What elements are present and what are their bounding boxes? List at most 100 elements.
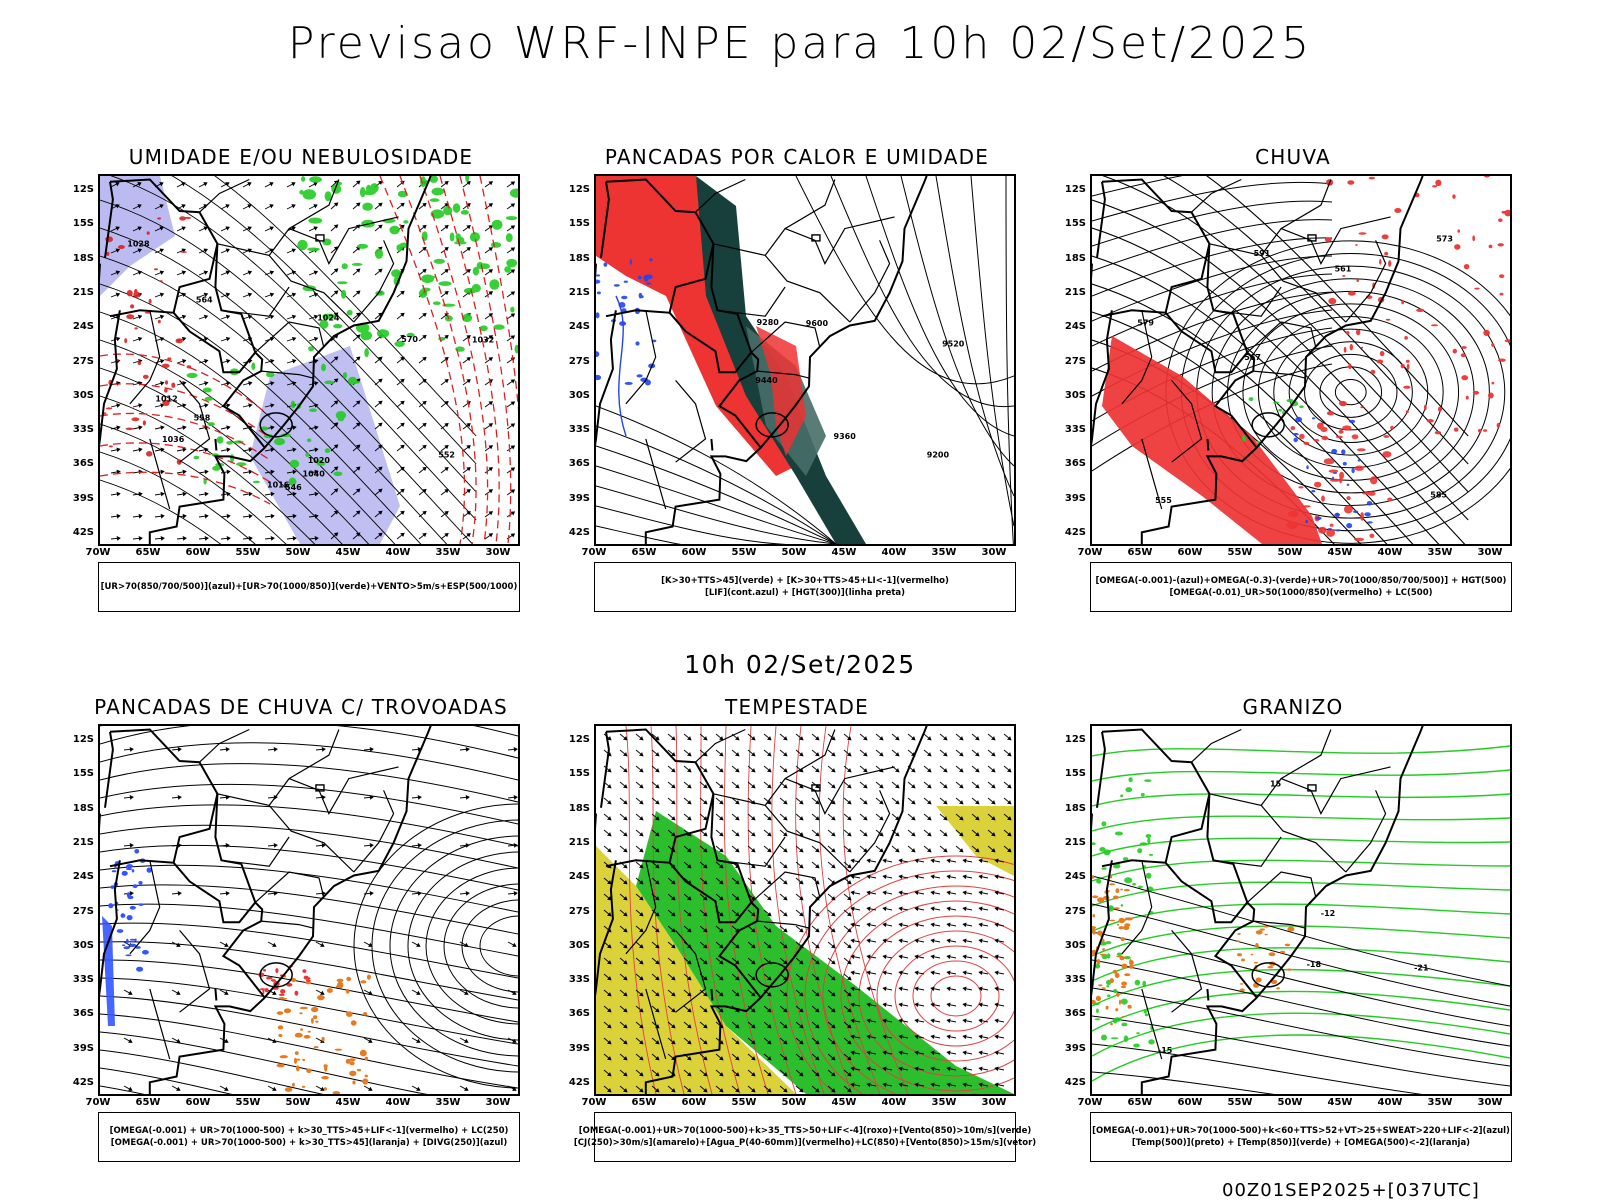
lat-tick-label: 12S bbox=[72, 734, 94, 745]
lon-tick-label: 35W bbox=[931, 1097, 957, 1108]
lat-tick-label: 33S bbox=[72, 974, 94, 986]
panel-title: CHUVA bbox=[1255, 145, 1331, 169]
lat-tick-label: 15S bbox=[568, 768, 590, 780]
lat-tick-label: 27S bbox=[72, 355, 94, 367]
lat-tick-label: 21S bbox=[1064, 286, 1086, 298]
lat-tick-label: 36S bbox=[568, 458, 590, 470]
lat-tick-label: 21S bbox=[568, 836, 590, 848]
lon-tick-label: 40W bbox=[881, 547, 907, 558]
lat-tick-label: 36S bbox=[72, 1008, 94, 1020]
lat-tick-label: 21S bbox=[72, 286, 94, 298]
lon-tick-label: 50W bbox=[285, 547, 311, 558]
lon-tick-label: 30W bbox=[981, 1097, 1007, 1108]
lat-tick-label: 42S bbox=[1064, 1077, 1086, 1088]
lat-tick-label: 24S bbox=[72, 871, 94, 883]
map-area: 9600 9520 9440 9360 9280 9200 bbox=[594, 174, 1016, 546]
svg-text:1012: 1012 bbox=[155, 394, 177, 403]
lon-tick-label: 35W bbox=[1427, 1097, 1453, 1108]
lat-tick-label: 15S bbox=[1064, 218, 1086, 230]
svg-text:9280: 9280 bbox=[757, 318, 780, 327]
svg-text:9200: 9200 bbox=[927, 450, 950, 459]
svg-text:1040: 1040 bbox=[303, 470, 326, 479]
panel-title: GRANIZO bbox=[1242, 695, 1344, 719]
lon-tick-label: 30W bbox=[485, 1097, 511, 1108]
lon-tick-label: 55W bbox=[731, 547, 757, 558]
svg-text:555: 555 bbox=[1155, 496, 1172, 505]
lat-tick-label: 42S bbox=[1064, 527, 1086, 538]
lon-tick-label: 65W bbox=[1127, 547, 1153, 558]
lat-tick-label: 24S bbox=[1064, 871, 1086, 883]
lon-tick-label: 55W bbox=[1227, 547, 1253, 558]
lat-tick-label: 12S bbox=[568, 184, 590, 195]
lat-tick-label: 12S bbox=[1064, 184, 1086, 195]
panel-heat-showers: PANCADAS POR CALOR E UMIDADE 9600 9520 944… bbox=[552, 145, 1042, 630]
lon-tick-label: 40W bbox=[881, 1097, 907, 1108]
legend-line: [OMEGA(-0.001)+UR>70(1000-500)+k>35_TTS>… bbox=[578, 1126, 1032, 1136]
lon-tick-label: 35W bbox=[931, 547, 957, 558]
lat-tick-label: 33S bbox=[1064, 974, 1086, 986]
lat-tick-label: 18S bbox=[568, 802, 590, 814]
lat-tick-label: 15S bbox=[72, 218, 94, 230]
svg-text:561: 561 bbox=[1335, 265, 1352, 274]
svg-text:1016: 1016 bbox=[267, 481, 290, 490]
lon-tick-label: 40W bbox=[1377, 1097, 1403, 1108]
panel-legend: [K>30+TTS>45](verde) + [K>30+TTS>45+LI<-… bbox=[594, 562, 1016, 612]
panel-legend: [OMEGA(-0.001)+UR>70(1000-500)+k<60+TTS>… bbox=[1090, 1112, 1512, 1162]
svg-text:585: 585 bbox=[1430, 491, 1447, 500]
lon-tick-label: 70W bbox=[85, 1097, 111, 1108]
svg-text:9520: 9520 bbox=[942, 340, 965, 349]
svg-text:558: 558 bbox=[194, 414, 211, 423]
lat-tick-label: 18S bbox=[1064, 252, 1086, 264]
svg-text:-18: -18 bbox=[1307, 960, 1322, 969]
lat-tick-label: 30S bbox=[1064, 939, 1086, 951]
svg-text:1032: 1032 bbox=[472, 336, 494, 345]
lat-tick-label: 39S bbox=[568, 492, 590, 504]
svg-text:1024: 1024 bbox=[317, 314, 340, 323]
lat-tick-label: 30S bbox=[72, 939, 94, 951]
lat-tick-label: 18S bbox=[1064, 802, 1086, 814]
lat-tick-label: 33S bbox=[1064, 424, 1086, 436]
lat-tick-label: 42S bbox=[72, 527, 94, 538]
lon-tick-label: 65W bbox=[135, 547, 161, 558]
legend-line: [Temp(500)](preto) + [Temp(850)](verde) … bbox=[1131, 1138, 1471, 1148]
svg-text:-12: -12 bbox=[1321, 909, 1335, 918]
svg-text:15: 15 bbox=[1270, 779, 1282, 788]
lon-tick-label: 65W bbox=[135, 1097, 161, 1108]
lon-tick-label: 60W bbox=[185, 547, 211, 558]
lon-tick-label: 45W bbox=[831, 547, 857, 558]
lat-tick-label: 42S bbox=[568, 527, 590, 538]
lon-tick-label: 60W bbox=[185, 1097, 211, 1108]
lat-tick-label: 18S bbox=[72, 252, 94, 264]
lat-tick-label: 21S bbox=[72, 836, 94, 848]
lon-tick-label: 55W bbox=[235, 1097, 261, 1108]
lon-tick-label: 35W bbox=[1427, 547, 1453, 558]
svg-text:9360: 9360 bbox=[834, 432, 857, 441]
panel-hail: GRANIZO -15 -21 -12 -18 15 [OMEGA(-0.001)+UR… bbox=[1048, 695, 1538, 1180]
lon-tick-label: 40W bbox=[385, 1097, 411, 1108]
lat-tick-label: 36S bbox=[568, 1008, 590, 1020]
lon-tick-label: 45W bbox=[1327, 547, 1353, 558]
lat-tick-label: 12S bbox=[568, 734, 590, 745]
lon-tick-label: 45W bbox=[335, 1097, 361, 1108]
lat-tick-label: 36S bbox=[72, 458, 94, 470]
lat-tick-label: 30S bbox=[568, 389, 590, 401]
lat-tick-label: 33S bbox=[568, 974, 590, 986]
panel-humidity: UMIDADE E/OU NEBULOSIDADE 1016 1020 1024 10… bbox=[56, 145, 546, 630]
map-area: 585 579 573 567 561 555 591 bbox=[1090, 174, 1512, 546]
lon-tick-label: 65W bbox=[1127, 1097, 1153, 1108]
valid-time-label: 10h 02/Set/2025 bbox=[684, 650, 916, 679]
panel-rain: CHUVA 585 579 573 567 561 555 591 [OMEGA(-0.00… bbox=[1048, 145, 1538, 630]
panel-title: PANCADAS DE CHUVA C/ TROVOADAS bbox=[94, 695, 508, 719]
main-title: Previsao WRF-INPE para 10h 02/Set/2025 bbox=[287, 18, 1313, 69]
svg-text:-15: -15 bbox=[1158, 1046, 1173, 1055]
lon-tick-label: 45W bbox=[831, 1097, 857, 1108]
lat-tick-label: 15S bbox=[568, 218, 590, 230]
svg-text:-21: -21 bbox=[1414, 964, 1429, 973]
lon-tick-label: 45W bbox=[1327, 1097, 1353, 1108]
lon-tick-label: 70W bbox=[1077, 547, 1103, 558]
lon-tick-label: 65W bbox=[631, 1097, 657, 1108]
lat-tick-label: 36S bbox=[1064, 1008, 1086, 1020]
lat-tick-label: 27S bbox=[568, 905, 590, 917]
map-area bbox=[98, 724, 520, 1096]
panel-legend: [OMEGA(-0.001)-(azul)+OMEGA(-0.3)-(verde… bbox=[1090, 562, 1512, 612]
